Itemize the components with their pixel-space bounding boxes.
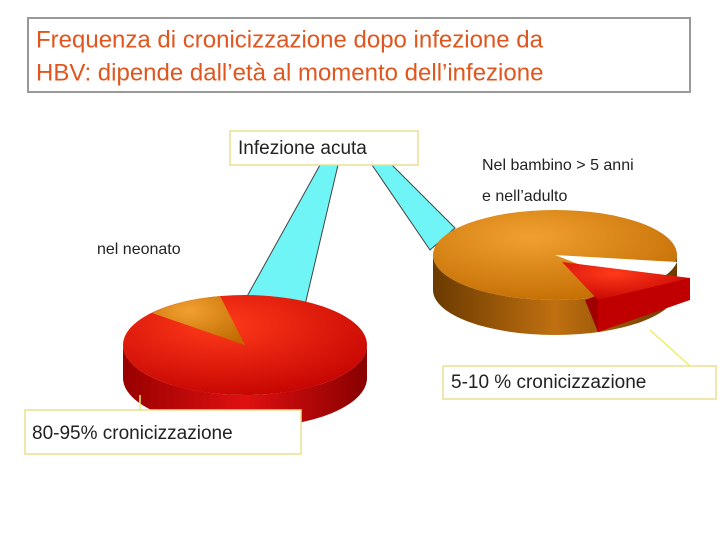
label: 5-10 % cronicizzazione <box>451 372 646 393</box>
label: e nell’adulto <box>482 188 568 205</box>
left-pie <box>123 295 367 428</box>
pie-slice <box>152 296 245 345</box>
label-box <box>229 130 419 166</box>
title-line: HBV: dipende dall’età al momento dell’in… <box>36 59 543 86</box>
callout-pointer <box>244 164 339 306</box>
label: 80-95% cronicizzazione <box>32 423 233 444</box>
label: Infezione acuta <box>238 138 367 159</box>
label: nel neonato <box>97 241 181 258</box>
leader-line <box>649 329 691 367</box>
title-line: Frequenza di cronicizzazione dopo infezi… <box>36 26 544 53</box>
label-box <box>24 409 302 455</box>
right-pie <box>433 210 690 335</box>
title-box <box>27 17 691 93</box>
label: Nel bambino > 5 anni <box>482 157 634 174</box>
slice-side <box>598 278 690 332</box>
callout-pointer <box>371 164 456 251</box>
pie-side <box>123 345 367 428</box>
label-box <box>442 365 717 400</box>
